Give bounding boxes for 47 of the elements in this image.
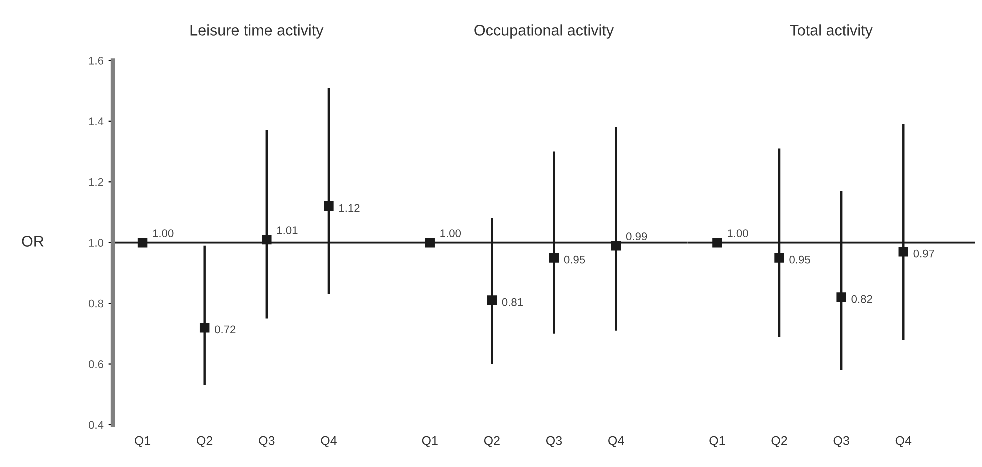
x-tick-label: Q4 <box>896 436 912 448</box>
point <box>774 253 784 263</box>
point <box>200 322 210 333</box>
data-label: 0.97 <box>914 250 934 258</box>
chart-title: Occupational activity <box>474 24 614 39</box>
y-tick-label: 0.6 <box>88 360 104 368</box>
point <box>324 202 334 212</box>
data-label: 1.00 <box>153 230 174 238</box>
data-label: 0.99 <box>626 232 648 241</box>
y-tick-label: 1.0 <box>89 239 104 247</box>
data-label: 1.12 <box>340 204 360 212</box>
data-label: 0.95 <box>564 256 586 264</box>
y-tick-label: 0.4 <box>88 421 104 430</box>
data-label: 0.95 <box>790 256 810 264</box>
x-tick-label: Q3 <box>546 436 562 448</box>
y-tick-label: 1.2 <box>89 178 104 186</box>
point <box>898 247 908 257</box>
y-tick-label: 1.4 <box>89 118 104 126</box>
chart-title: Leisure time activity <box>190 24 324 39</box>
data-label: 0.81 <box>502 298 523 306</box>
point <box>262 234 272 245</box>
chart-title: Total activity <box>790 24 873 39</box>
x-tick-label: Q3 <box>834 436 850 448</box>
x-tick-label: Q2 <box>772 436 788 448</box>
point <box>836 292 846 302</box>
point <box>611 241 622 251</box>
y-tick-label: 0.8 <box>88 300 104 308</box>
data-label: 1.00 <box>440 230 462 238</box>
point <box>712 238 722 248</box>
point <box>138 238 148 248</box>
x-tick-label: Q1 <box>710 436 726 448</box>
data-label: 1.01 <box>277 226 298 234</box>
x-tick-label: Q2 <box>197 436 213 448</box>
point <box>425 238 435 248</box>
data-label: 0.82 <box>852 295 872 304</box>
x-tick-label: Q4 <box>321 436 337 448</box>
x-tick-label: Q1 <box>135 436 151 448</box>
point <box>549 253 560 263</box>
x-tick-label: Q3 <box>259 436 275 448</box>
data-label: 1.00 <box>728 230 748 238</box>
point <box>487 296 498 306</box>
x-tick-label: Q2 <box>484 436 500 448</box>
y-axis-title: OR <box>22 236 44 247</box>
x-tick-label: Q4 <box>608 436 624 448</box>
y-tick-label: 1.6 <box>89 56 104 65</box>
data-label: 0.72 <box>215 326 236 334</box>
x-tick-label: Q1 <box>422 436 438 448</box>
